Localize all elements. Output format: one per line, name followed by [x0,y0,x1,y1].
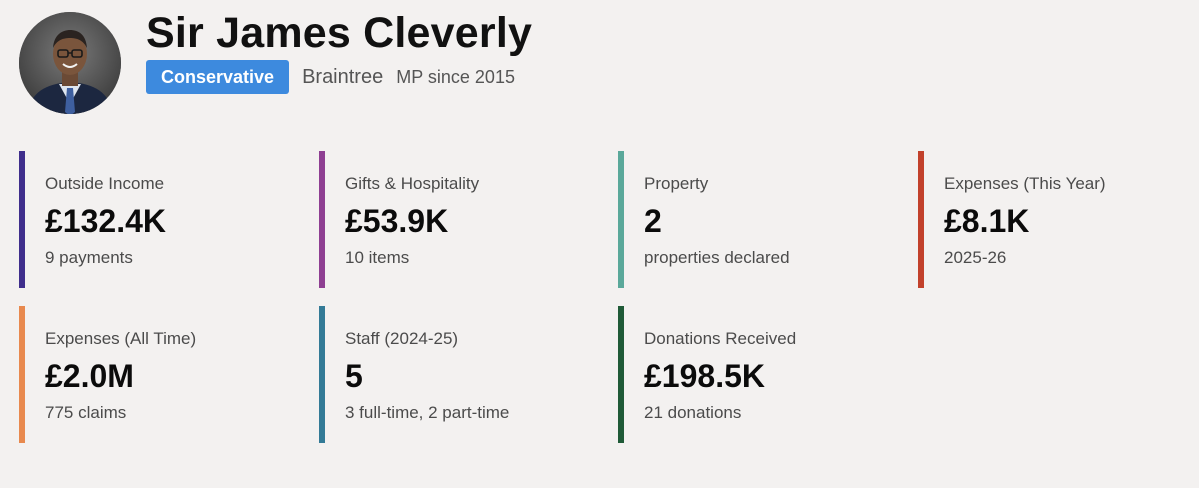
party-badge[interactable]: Conservative [146,60,290,94]
card-gifts-hospitality[interactable]: Gifts & Hospitality £53.9K 10 items [319,151,599,288]
card-expenses-all-time[interactable]: Expenses (All Time) £2.0M 775 claims [19,306,299,443]
card-label: Gifts & Hospitality [345,174,480,193]
card-label: Staff (2024-25) [345,329,459,348]
constituency: Braintree [302,65,384,88]
card-value: £2.0M [45,358,134,394]
card-accent-bar [618,151,624,288]
card-staff[interactable]: Staff (2024-25) 5 3 full-time, 2 part-ti… [319,306,599,443]
mp-meta: Conservative Braintree MP since 2015 [146,60,515,94]
card-accent-bar [918,151,924,288]
card-value: £8.1K [944,203,1030,239]
card-value: £132.4K [45,203,166,239]
card-accent-bar [319,151,325,288]
card-subtext: 775 claims [45,403,127,422]
card-value: £198.5K [644,358,765,394]
card-subtext: 10 items [345,248,410,267]
card-expenses-this-year[interactable]: Expenses (This Year) £8.1K 2025-26 [918,151,1198,288]
card-outside-income[interactable]: Outside Income £132.4K 9 payments [19,151,299,288]
card-subtext: 3 full-time, 2 part-time [345,403,510,422]
mp-name: Sir James Cleverly [146,9,533,57]
card-subtext: 9 payments [45,248,133,267]
card-subtext: properties declared [644,248,790,267]
card-property[interactable]: Property 2 properties declared [618,151,898,288]
card-subtext: 21 donations [644,403,742,422]
card-label: Donations Received [644,329,797,348]
card-value: 2 [644,203,662,239]
card-accent-bar [19,306,25,443]
card-value: £53.9K [345,203,449,239]
card-label: Expenses (All Time) [45,329,197,348]
card-accent-bar [19,151,25,288]
card-label: Expenses (This Year) [944,174,1106,193]
card-label: Outside Income [45,174,165,193]
card-value: 5 [345,358,363,394]
card-donations-received[interactable]: Donations Received £198.5K 21 donations [618,306,898,443]
card-subtext: 2025-26 [944,248,1007,267]
card-accent-bar [618,306,624,443]
portrait-image [19,12,121,114]
card-label: Property [644,174,709,193]
avatar [19,12,121,114]
mp-since: MP since 2015 [396,66,515,87]
card-accent-bar [319,306,325,443]
